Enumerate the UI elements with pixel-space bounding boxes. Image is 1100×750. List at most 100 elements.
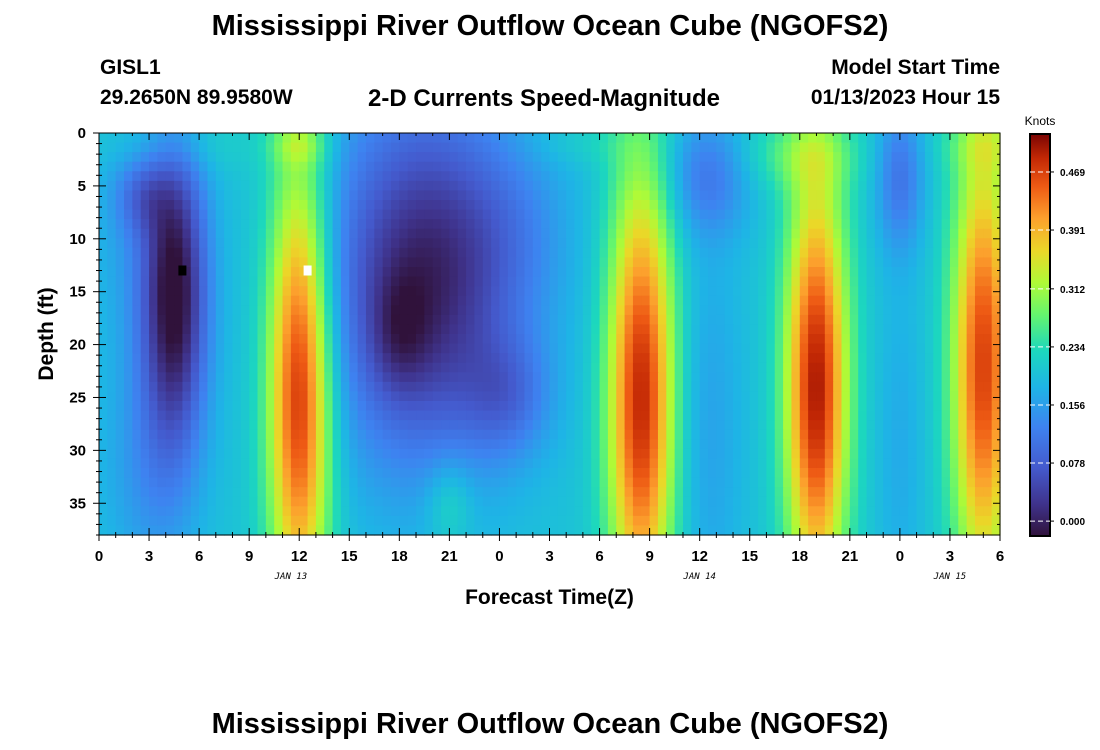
heatmap-cell xyxy=(716,410,726,421)
heatmap-cell xyxy=(157,152,167,163)
heatmap-cell xyxy=(657,247,667,259)
heatmap-cell xyxy=(858,401,868,412)
heatmap-cell xyxy=(140,228,150,239)
heatmap-cell xyxy=(299,496,309,507)
heatmap-cell xyxy=(199,180,209,192)
heatmap-cell xyxy=(983,190,993,201)
heatmap-cell xyxy=(632,362,642,373)
heatmap-cell xyxy=(532,487,542,498)
heatmap-cell xyxy=(399,410,409,421)
heatmap-cell xyxy=(315,525,325,536)
heatmap-cell xyxy=(783,286,793,297)
heatmap-cell xyxy=(749,468,759,479)
heatmap-cell xyxy=(532,525,542,536)
heatmap-cell xyxy=(182,257,192,268)
heatmap-cell xyxy=(224,381,234,393)
heatmap-cell xyxy=(340,133,350,144)
heatmap-cell xyxy=(674,228,684,239)
heatmap-cell xyxy=(849,353,859,364)
heatmap-cell xyxy=(708,257,717,268)
heatmap-cell xyxy=(691,142,701,153)
heatmap-cell xyxy=(874,286,884,297)
heatmap-cell xyxy=(349,410,359,421)
heatmap-cell xyxy=(424,142,434,153)
heatmap-cell xyxy=(274,180,284,192)
heatmap-cell xyxy=(240,343,250,354)
heatmap-cell xyxy=(390,276,400,287)
heatmap-cell xyxy=(574,305,584,316)
heatmap-cell xyxy=(991,257,1001,268)
heatmap-cell xyxy=(99,209,108,220)
heatmap-cell xyxy=(290,305,300,316)
heatmap-cell xyxy=(749,209,759,220)
heatmap-cell xyxy=(774,200,784,211)
heatmap-cell xyxy=(491,477,501,488)
heatmap-cell xyxy=(891,324,901,335)
heatmap-cell xyxy=(899,391,909,402)
heatmap-cell xyxy=(115,171,125,182)
heatmap-cell xyxy=(257,439,267,450)
heatmap-cell xyxy=(424,334,434,345)
heatmap-cell xyxy=(866,391,876,402)
heatmap-cell xyxy=(691,286,701,297)
heatmap-cell xyxy=(641,219,651,230)
heatmap-cell xyxy=(182,190,192,201)
heatmap-cell xyxy=(382,477,392,488)
heatmap-cell xyxy=(858,458,868,469)
heatmap-cell xyxy=(524,439,534,450)
heatmap-cell xyxy=(791,133,801,144)
heatmap-cell xyxy=(949,391,959,402)
heatmap-cell xyxy=(824,468,834,479)
heatmap-cell xyxy=(307,247,317,259)
heatmap-cell xyxy=(883,314,893,326)
heatmap-cell xyxy=(149,448,158,460)
heatmap-cell xyxy=(616,477,626,488)
heatmap-cell xyxy=(599,372,609,383)
heatmap-cell xyxy=(966,391,976,402)
heatmap-cell xyxy=(416,496,425,507)
heatmap-cell xyxy=(374,314,384,326)
heatmap-cell xyxy=(574,420,584,431)
heatmap-cell xyxy=(524,161,534,172)
heatmap-cell xyxy=(290,133,300,144)
heatmap-cell xyxy=(340,267,350,278)
heatmap-cell xyxy=(207,420,217,431)
heatmap-cell xyxy=(783,391,793,402)
heatmap-cell xyxy=(983,410,993,421)
heatmap-cell xyxy=(741,286,751,297)
heatmap-cell xyxy=(424,506,434,517)
heatmap-cell xyxy=(115,219,125,230)
heatmap-cell xyxy=(190,334,200,345)
heatmap-cell xyxy=(207,200,217,211)
heatmap-cell xyxy=(991,458,1001,469)
heatmap-cell xyxy=(958,515,968,527)
heatmap-cell xyxy=(232,515,242,527)
heatmap-cell xyxy=(140,496,150,507)
heatmap-cell xyxy=(299,200,309,211)
heatmap-cell xyxy=(274,353,284,364)
heatmap-cell xyxy=(190,381,200,393)
heatmap-cell xyxy=(524,448,534,460)
heatmap-cell xyxy=(324,171,334,182)
heatmap-cell xyxy=(708,209,717,220)
heatmap-cell xyxy=(541,152,551,163)
heatmap-cell xyxy=(866,171,876,182)
heatmap-cell xyxy=(916,324,926,335)
heatmap-cell xyxy=(591,439,601,450)
heatmap-cell xyxy=(474,314,484,326)
heatmap-cell xyxy=(491,257,501,268)
heatmap-cell xyxy=(416,420,425,431)
heatmap-cell xyxy=(983,209,993,220)
heatmap-cell xyxy=(691,324,701,335)
heatmap-cell xyxy=(524,295,534,306)
heatmap-cell xyxy=(808,401,818,412)
heatmap-cell xyxy=(758,314,767,326)
heatmap-cell xyxy=(624,171,634,182)
heatmap-cell xyxy=(724,295,734,306)
heatmap-cell xyxy=(524,190,534,201)
heatmap-cell xyxy=(482,276,492,287)
heatmap-cell xyxy=(891,334,901,345)
heatmap-cell xyxy=(107,305,117,316)
heatmap-cell xyxy=(249,286,259,297)
heatmap-cell xyxy=(983,429,993,440)
